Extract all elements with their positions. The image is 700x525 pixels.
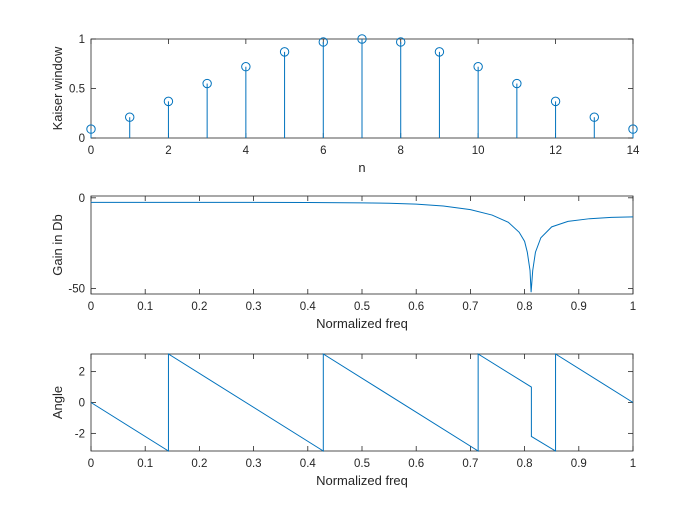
x-tick-label: 0.8 — [517, 301, 533, 313]
x-tick-label: 0.2 — [191, 301, 207, 313]
x-tick-label: 4 — [243, 145, 250, 157]
x-tick-label: 0 — [88, 145, 94, 157]
stem-marker — [473, 62, 483, 72]
series-line — [90, 353, 634, 452]
x-tick-label: 14 — [627, 145, 640, 157]
stem-marker — [628, 124, 638, 134]
axes-frame — [90, 195, 634, 295]
x-tick-label: 2 — [165, 145, 171, 157]
stem-marker — [163, 96, 174, 107]
axes-3: 0 0.1 0.2 0.3 0.4 0.5 0.6 0.7 0.8 0.9 1 -2 0 2 Normali… — [50, 353, 636, 488]
y-axis-label: Angle — [50, 386, 65, 419]
x-tick-label: 8 — [398, 145, 404, 157]
y-tick-label: 0 — [79, 398, 85, 410]
axes-1: 0 2 4 6 8 10 12 14 0 0.5 1 n Kaiser window — [50, 34, 640, 175]
y-tick-label: -2 — [75, 428, 85, 440]
x-axis-label: n — [358, 160, 365, 175]
axes-2: 0 0.1 0.2 0.3 0.4 0.5 0.6 0.7 0.8 0.9 1-500Normali… — [50, 193, 636, 331]
stem-marker — [550, 96, 561, 107]
stem-marker — [241, 62, 251, 72]
stem-marker — [125, 112, 135, 122]
stem-marker — [318, 37, 328, 47]
axes-frame — [90, 353, 634, 452]
x-tick-label: 0.6 — [408, 458, 424, 470]
y-tick-label: 0 — [79, 133, 85, 145]
stem-marker — [589, 112, 599, 122]
stem-marker — [202, 78, 212, 89]
x-tick-label: 1 — [630, 458, 636, 470]
stem-marker — [357, 34, 367, 44]
stem-marker — [512, 78, 522, 89]
stem-marker — [434, 47, 445, 57]
y-tick-label: -50 — [68, 284, 85, 296]
x-tick-label: 10 — [472, 145, 485, 157]
x-tick-label: 0.7 — [462, 458, 478, 470]
x-tick-label: 0.5 — [354, 301, 370, 313]
x-axis-label: Normalized freq — [316, 473, 408, 488]
y-axis-label: Kaiser window — [50, 46, 65, 130]
stem-marker — [86, 124, 96, 134]
x-tick-label: 0.7 — [462, 301, 478, 313]
y-axis-label: Gain in Db — [50, 214, 65, 275]
x-tick-label: 0.2 — [191, 458, 207, 470]
series-line — [91, 201, 634, 293]
y-tick-label: 0.5 — [69, 84, 85, 96]
x-tick-label: 6 — [320, 145, 326, 157]
x-tick-label: 0.6 — [408, 301, 424, 313]
stem-marker — [396, 37, 406, 47]
x-tick-label: 0.5 — [354, 458, 370, 470]
x-tick-label: 0.1 — [137, 301, 153, 313]
x-tick-label: 1 — [630, 301, 636, 313]
stem-marker — [279, 47, 290, 57]
y-tick-label: 2 — [79, 367, 85, 379]
x-tick-label: 0.9 — [571, 301, 587, 313]
x-tick-label: 0.8 — [517, 458, 533, 470]
x-axis-label: Normalized freq — [316, 316, 408, 331]
x-tick-label: 0.1 — [137, 458, 153, 470]
x-tick-label: 12 — [549, 145, 562, 157]
y-tick-label: 0 — [79, 193, 85, 205]
x-tick-label: 0.4 — [300, 301, 317, 313]
y-tick-label: 1 — [79, 34, 85, 46]
x-tick-label: 0.4 — [300, 458, 317, 470]
x-tick-label: 0.9 — [571, 458, 587, 470]
x-tick-label: 0 — [88, 301, 94, 313]
x-tick-label: 0 — [88, 458, 94, 470]
x-tick-label: 0.3 — [246, 458, 262, 470]
x-tick-label: 0.3 — [246, 301, 262, 313]
